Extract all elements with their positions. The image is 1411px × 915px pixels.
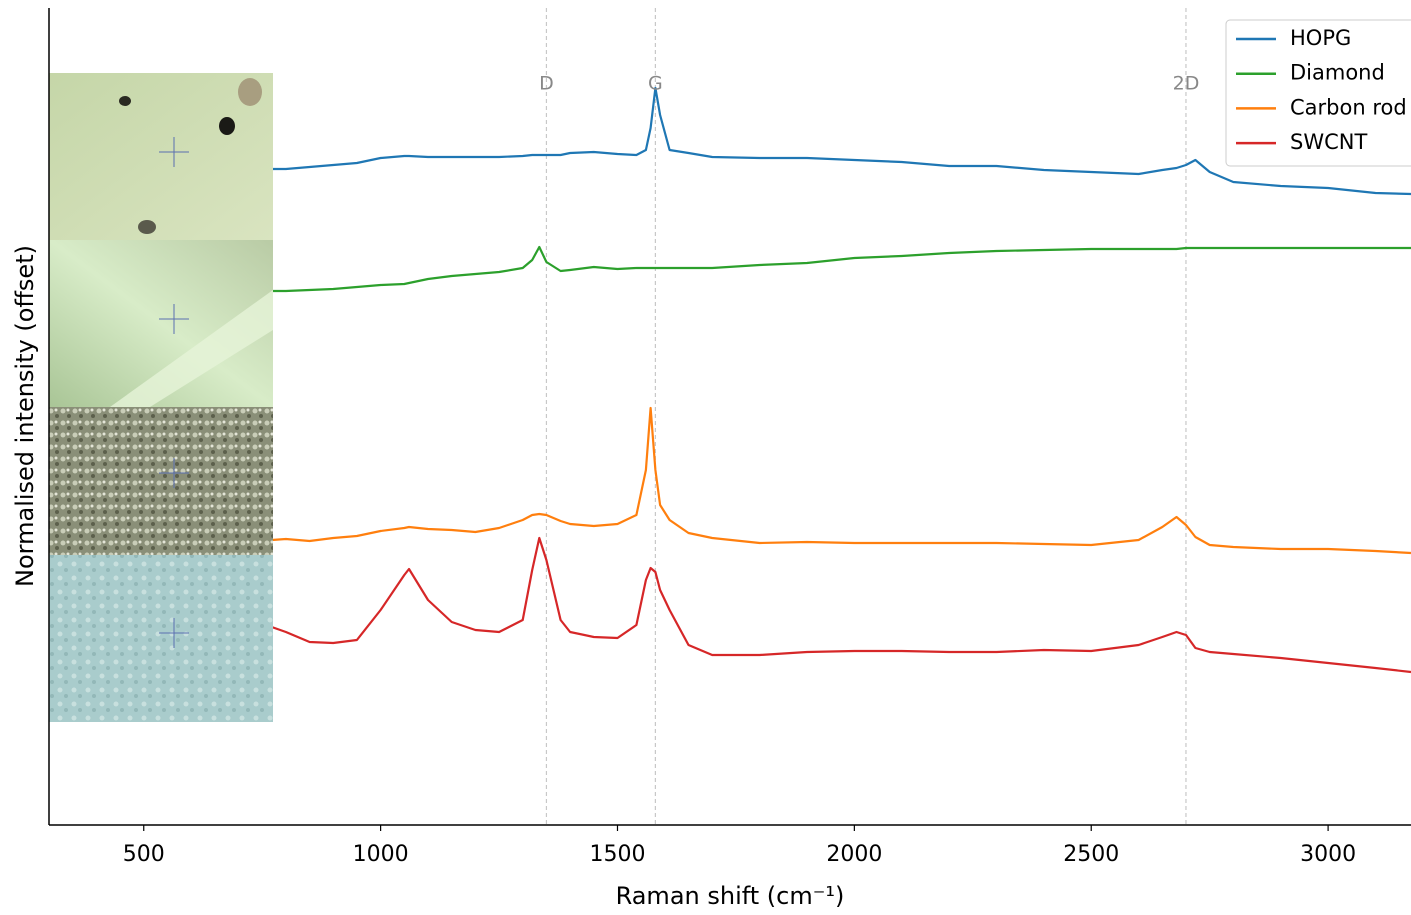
legend-label: Carbon rod xyxy=(1290,95,1407,119)
x-tick-label: 2000 xyxy=(826,842,882,867)
particle xyxy=(119,96,131,106)
series-line xyxy=(271,245,1411,293)
legend-label: HOPG xyxy=(1290,26,1351,50)
legend-box xyxy=(1225,19,1411,167)
y-axis-label: Normalised intensity (offset) xyxy=(11,245,39,587)
x-tick-label: 3000 xyxy=(1300,842,1356,867)
thumbnails xyxy=(49,73,273,722)
thumbnail-swcnt xyxy=(49,555,273,722)
x-tick-label: 1500 xyxy=(589,842,645,867)
x-tick-label: 500 xyxy=(123,842,165,867)
particle xyxy=(238,78,262,106)
legend-label: SWCNT xyxy=(1290,130,1367,154)
crosshairs xyxy=(159,137,189,648)
thumbnail-hopg xyxy=(49,73,273,240)
reference-label: 2D xyxy=(1173,73,1200,95)
particle xyxy=(219,117,235,135)
legend: HOPG Diamond Carbon rod SWCNT xyxy=(1225,19,1411,167)
series-line xyxy=(271,86,1411,196)
thumbnail-carbon-rod xyxy=(49,407,273,555)
series-line xyxy=(271,536,1411,674)
x-axis-label: Raman shift (cm⁻¹) xyxy=(616,882,845,910)
plot-area xyxy=(271,8,1411,825)
reference-label: G xyxy=(648,73,663,95)
legend-label: Diamond xyxy=(1290,61,1385,85)
x-tick-label: 1000 xyxy=(353,842,409,867)
crystal-edge xyxy=(110,290,273,407)
particle xyxy=(138,220,156,234)
x-tick-label: 2500 xyxy=(1063,842,1119,867)
reference-label: D xyxy=(539,73,554,95)
series-line xyxy=(271,406,1411,555)
